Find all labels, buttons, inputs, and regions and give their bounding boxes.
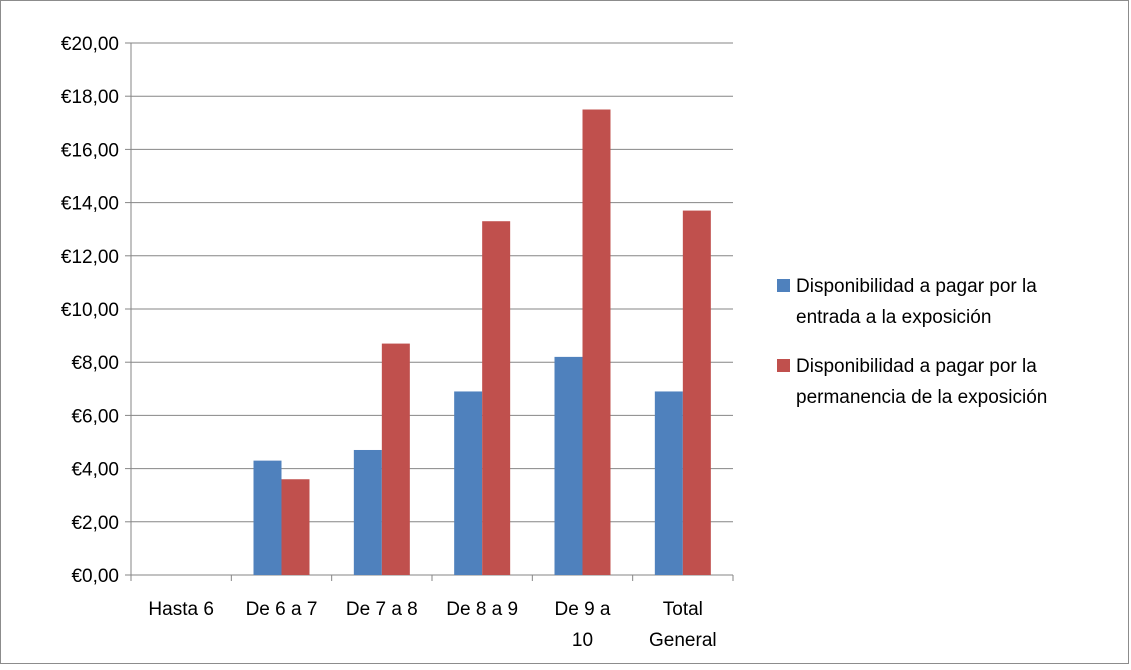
bar-entrada [253, 460, 282, 575]
axes [125, 42, 734, 581]
x-tick-label: De 9 a [555, 599, 611, 620]
bar-permanencia [682, 210, 711, 575]
x-tick-labels: Hasta 6 De 6 a 7 De 7 a 8 De 8 a 9 De 9 a 10 T… [148, 599, 716, 651]
bar-permanencia [582, 109, 611, 575]
y-tick-label: €14,00 [61, 194, 119, 215]
y-tick-label: €10,00 [61, 300, 119, 321]
bars [253, 109, 711, 575]
x-tick-label: De 7 a 8 [346, 599, 418, 620]
legend-label: entrada a la exposición [796, 307, 991, 328]
x-tick-label: Total [663, 599, 703, 620]
bar-entrada [554, 356, 583, 575]
grid-lines [131, 42, 733, 523]
y-tick-labels: €0,00 €2,00 €4,00 €6,00 €8,00 €10,00 €12,00 €14… [61, 34, 119, 587]
y-tick-label: €20,00 [61, 34, 119, 55]
legend-swatch [777, 359, 790, 372]
y-tick-label: €0,00 [71, 566, 119, 587]
bar-permanencia [482, 221, 511, 575]
y-tick-label: €12,00 [61, 247, 119, 268]
x-tick-label: General [649, 630, 717, 651]
bar-entrada [654, 391, 683, 575]
legend-label: Disponibilidad a pagar por la [796, 356, 1037, 377]
x-tick-label: Hasta 6 [148, 599, 213, 620]
legend: Disponibilidad a pagar por la entrada a l… [777, 276, 1047, 408]
y-tick-label: €6,00 [71, 406, 119, 427]
legend-label: permanencia de la exposición [796, 387, 1047, 408]
bar-permanencia [281, 479, 310, 575]
y-tick-label: €18,00 [61, 87, 119, 108]
y-tick-label: €4,00 [71, 460, 119, 481]
legend-swatch [777, 279, 790, 292]
y-tick-label: €2,00 [71, 513, 119, 534]
bar-permanencia [381, 343, 410, 575]
x-tick-label: De 6 a 7 [246, 599, 318, 620]
y-tick-label: €8,00 [71, 353, 119, 374]
bar-entrada [454, 391, 483, 575]
legend-label: Disponibilidad a pagar por la [796, 276, 1037, 297]
x-tick-label: 10 [572, 630, 593, 651]
x-tick-label: De 8 a 9 [446, 599, 518, 620]
bar-entrada [353, 449, 382, 575]
y-tick-label: €16,00 [61, 140, 119, 161]
